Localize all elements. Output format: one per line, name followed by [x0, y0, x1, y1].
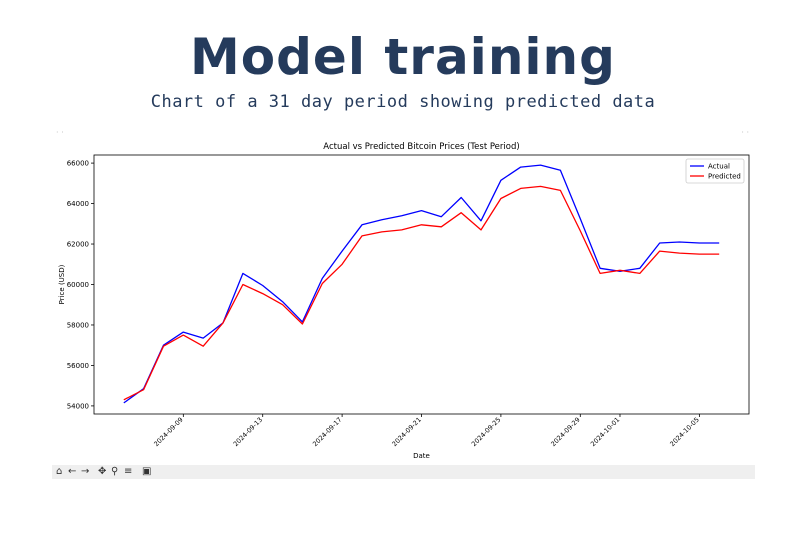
- series-line-actual: [123, 164, 720, 404]
- y-ticks: 54000 56000 58000 60000 62000 64000 66000: [67, 160, 94, 410]
- y-tick-label: 54000: [67, 402, 89, 410]
- x-tick-label: 2024-10-05: [668, 416, 700, 448]
- x-tick-label: 2024-09-21: [391, 416, 423, 448]
- x-tick-label: 2024-09-09: [152, 416, 184, 448]
- x-tick-label: 2024-10-01: [589, 416, 621, 448]
- slide-title: Model training: [190, 28, 616, 86]
- y-tick-label: 64000: [67, 200, 89, 208]
- y-tick-label: 60000: [67, 281, 89, 289]
- window-edge-left: · ·: [56, 128, 64, 137]
- series-line-predicted: [123, 185, 720, 401]
- slide-subtitle: Chart of a 31 day period showing predict…: [150, 92, 656, 112]
- back-icon[interactable]: ←: [68, 466, 77, 477]
- y-tick-label: 62000: [67, 241, 89, 249]
- forward-icon[interactable]: →: [81, 466, 90, 477]
- axes-frame: [93, 154, 750, 415]
- legend-label-actual: Actual: [708, 163, 730, 171]
- x-tick-label: 2024-09-29: [549, 416, 581, 448]
- chart: Actual vs Predicted Bitcoin Prices (Test…: [58, 142, 750, 460]
- pan-icon[interactable]: ✥: [98, 466, 107, 477]
- y-axis-label: Price (USD): [58, 264, 66, 304]
- home-icon[interactable]: ⌂: [56, 466, 63, 477]
- window-edge-right: · ·: [741, 128, 749, 137]
- zoom-icon[interactable]: ⚲: [111, 466, 119, 477]
- series-lines: [123, 164, 720, 404]
- x-tick-label: 2024-09-13: [232, 416, 264, 448]
- x-axis-label: Date: [413, 452, 430, 460]
- y-tick-label: 66000: [67, 160, 89, 168]
- axes-border: [93, 154, 750, 415]
- plot-window: · · · · Actual vs Predicted Bitcoin Pric…: [52, 128, 755, 478]
- legend-label-predicted: Predicted: [708, 173, 741, 181]
- legend-box: [685, 158, 745, 184]
- y-tick-label: 56000: [67, 362, 89, 370]
- x-ticks: 2024-09-09 2024-09-13 2024-09-17 2024-09-21…: [152, 414, 701, 448]
- legend: Actual Predicted: [685, 158, 745, 184]
- x-tick-label: 2024-09-17: [311, 416, 343, 448]
- x-tick-label: 2024-09-25: [470, 416, 502, 448]
- plot-toolbar: ⌂ ← → ✥ ⚲ ≡ ▣: [52, 465, 755, 479]
- chart-title: Actual vs Predicted Bitcoin Prices (Test…: [323, 142, 519, 152]
- configure-subplots-icon[interactable]: ≡: [124, 466, 133, 477]
- y-tick-label: 58000: [67, 321, 89, 329]
- save-icon[interactable]: ▣: [142, 466, 152, 477]
